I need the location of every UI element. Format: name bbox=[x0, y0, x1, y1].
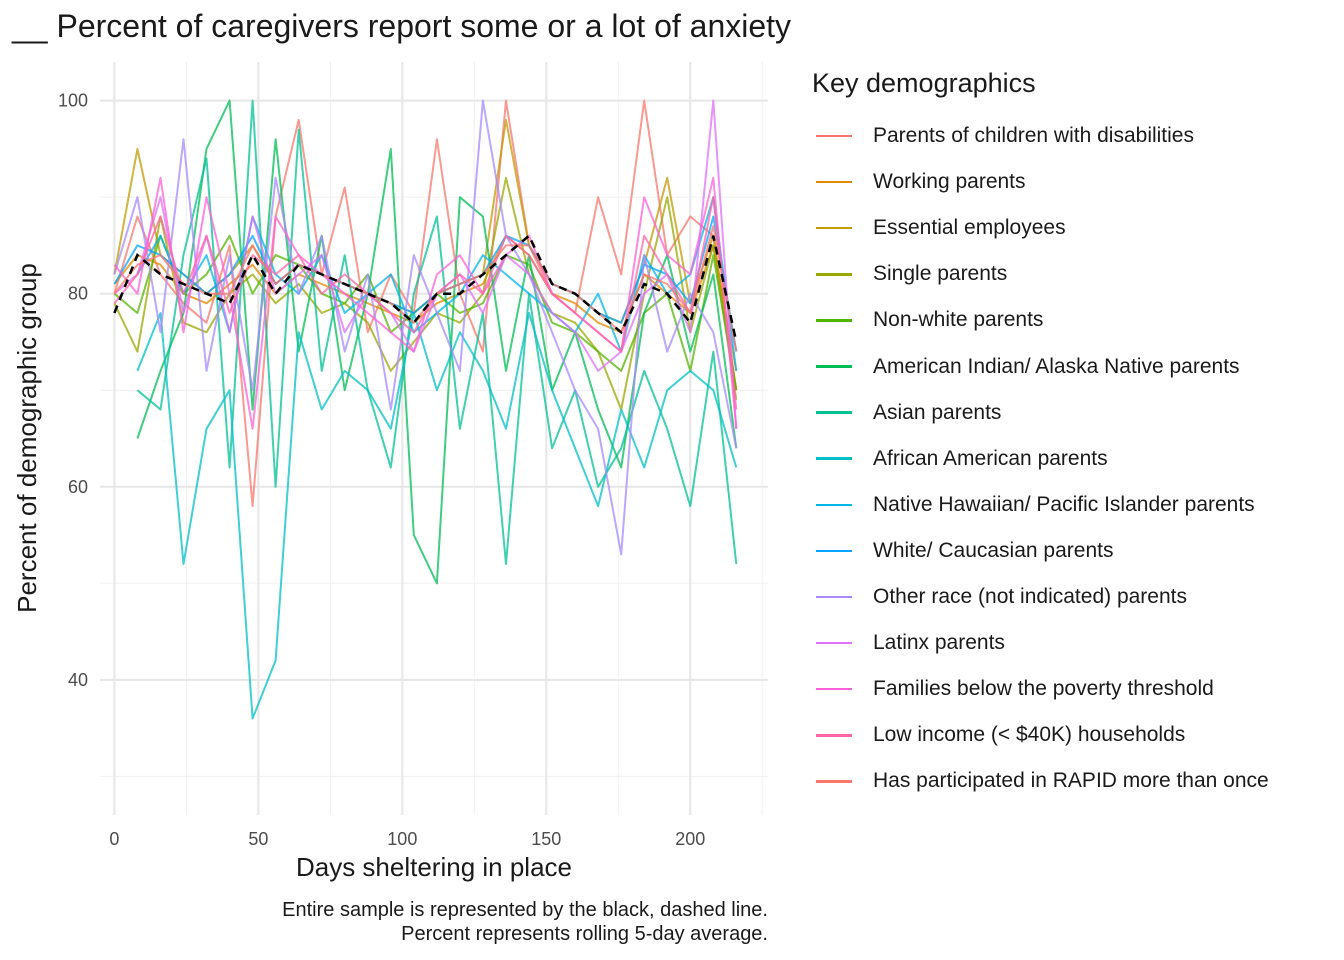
overall-line-layer bbox=[113, 233, 738, 343]
legend-label: Essential employees bbox=[873, 216, 1066, 240]
legend-items: Parents of children with disabilities Wor… bbox=[812, 113, 1332, 804]
legend-swatch bbox=[816, 595, 852, 599]
legend-label: Latinx parents bbox=[873, 631, 1005, 655]
x-axis-ticks: 0 50 100 150 200 bbox=[109, 829, 705, 849]
legend-label: Non-white parents bbox=[873, 308, 1044, 332]
legend-item: Parents of children with disabilities bbox=[812, 113, 1332, 159]
series-line bbox=[113, 99, 738, 556]
legend-item: Low income (< $40K) households bbox=[812, 712, 1332, 758]
legend-item: White/ Caucasian parents bbox=[812, 528, 1332, 574]
legend-swatch bbox=[816, 411, 852, 414]
caption-line: Percent represents rolling 5-day average… bbox=[401, 923, 768, 945]
legend-swatch bbox=[816, 226, 852, 230]
x-axis-title: Days sheltering in place bbox=[296, 852, 572, 882]
legend-swatch bbox=[816, 734, 852, 737]
legend-label: Asian parents bbox=[873, 400, 1002, 424]
legend-swatch bbox=[816, 457, 852, 460]
legend-item: Non-white parents bbox=[812, 297, 1332, 343]
legend-label: Low income (< $40K) households bbox=[873, 723, 1186, 747]
series-line bbox=[113, 196, 738, 410]
legend-label: Native Hawaiian/ Pacific Islander parent… bbox=[873, 492, 1255, 516]
legend-item: Latinx parents bbox=[812, 620, 1332, 666]
caption-line: Entire sample is represented by the blac… bbox=[282, 899, 768, 921]
legend-swatch bbox=[816, 180, 852, 184]
grid-lines bbox=[100, 62, 768, 815]
legend-label: Families below the poverty threshold bbox=[873, 677, 1214, 701]
legend-item: Essential employees bbox=[812, 205, 1332, 251]
legend-item: Single parents bbox=[812, 251, 1332, 297]
legend-swatch bbox=[816, 134, 852, 138]
legend-item: Asian parents bbox=[812, 390, 1332, 436]
series-line bbox=[136, 99, 738, 585]
legend-item: Families below the poverty threshold bbox=[812, 666, 1332, 712]
legend-swatch bbox=[816, 641, 852, 645]
legend-swatch bbox=[816, 319, 852, 322]
y-tick-label: 60 bbox=[68, 477, 88, 497]
legend-label: American Indian/ Alaska Native parents bbox=[873, 354, 1240, 378]
legend-swatch bbox=[816, 687, 852, 691]
x-tick-label: 100 bbox=[387, 829, 417, 849]
chart-caption: Entire sample is represented by the blac… bbox=[8, 898, 768, 946]
legend-item: African American parents bbox=[812, 436, 1332, 482]
y-tick-label: 100 bbox=[58, 91, 88, 111]
y-tick-label: 80 bbox=[68, 284, 88, 304]
legend-item: Native Hawaiian/ Pacific Islander parent… bbox=[812, 482, 1332, 528]
legend-label: Working parents bbox=[873, 170, 1026, 194]
series-line bbox=[113, 99, 738, 429]
x-tick-label: 0 bbox=[109, 829, 119, 849]
legend-label: Has participated in RAPID more than once bbox=[873, 769, 1269, 793]
x-tick-label: 150 bbox=[531, 829, 561, 849]
legend-label: Single parents bbox=[873, 262, 1008, 286]
legend-label: African American parents bbox=[873, 446, 1108, 470]
legend-swatch bbox=[816, 273, 852, 276]
legend-swatch bbox=[816, 780, 852, 783]
legend-item: Working parents bbox=[812, 159, 1332, 205]
x-tick-label: 200 bbox=[675, 829, 705, 849]
legend-swatch bbox=[816, 503, 852, 507]
chart-title: __ Percent of caregivers report some or … bbox=[12, 8, 792, 44]
y-axis-title: Percent of demographic group bbox=[12, 263, 42, 613]
legend-label: Parents of children with disabilities bbox=[873, 124, 1194, 148]
y-axis-ticks: 40 60 80 100 bbox=[58, 91, 88, 690]
legend-item: American Indian/ Alaska Native parents bbox=[812, 343, 1332, 389]
legend-item: Other race (not indicated) parents bbox=[812, 574, 1332, 620]
legend-label: Other race (not indicated) parents bbox=[873, 584, 1187, 608]
series-line bbox=[136, 312, 738, 720]
legend-swatch bbox=[816, 365, 852, 368]
x-tick-label: 50 bbox=[248, 829, 268, 849]
legend-swatch bbox=[816, 549, 852, 553]
legend-title: Key demographics bbox=[812, 68, 1036, 98]
y-tick-label: 40 bbox=[68, 670, 88, 690]
legend-item: Has participated in RAPID more than once bbox=[812, 758, 1332, 804]
legend: Key demographics Parents of children wit… bbox=[812, 68, 1332, 804]
series-lines bbox=[113, 99, 738, 720]
overall-line bbox=[113, 233, 738, 343]
series-line bbox=[136, 99, 738, 565]
legend-label: White/ Caucasian parents bbox=[873, 538, 1114, 562]
